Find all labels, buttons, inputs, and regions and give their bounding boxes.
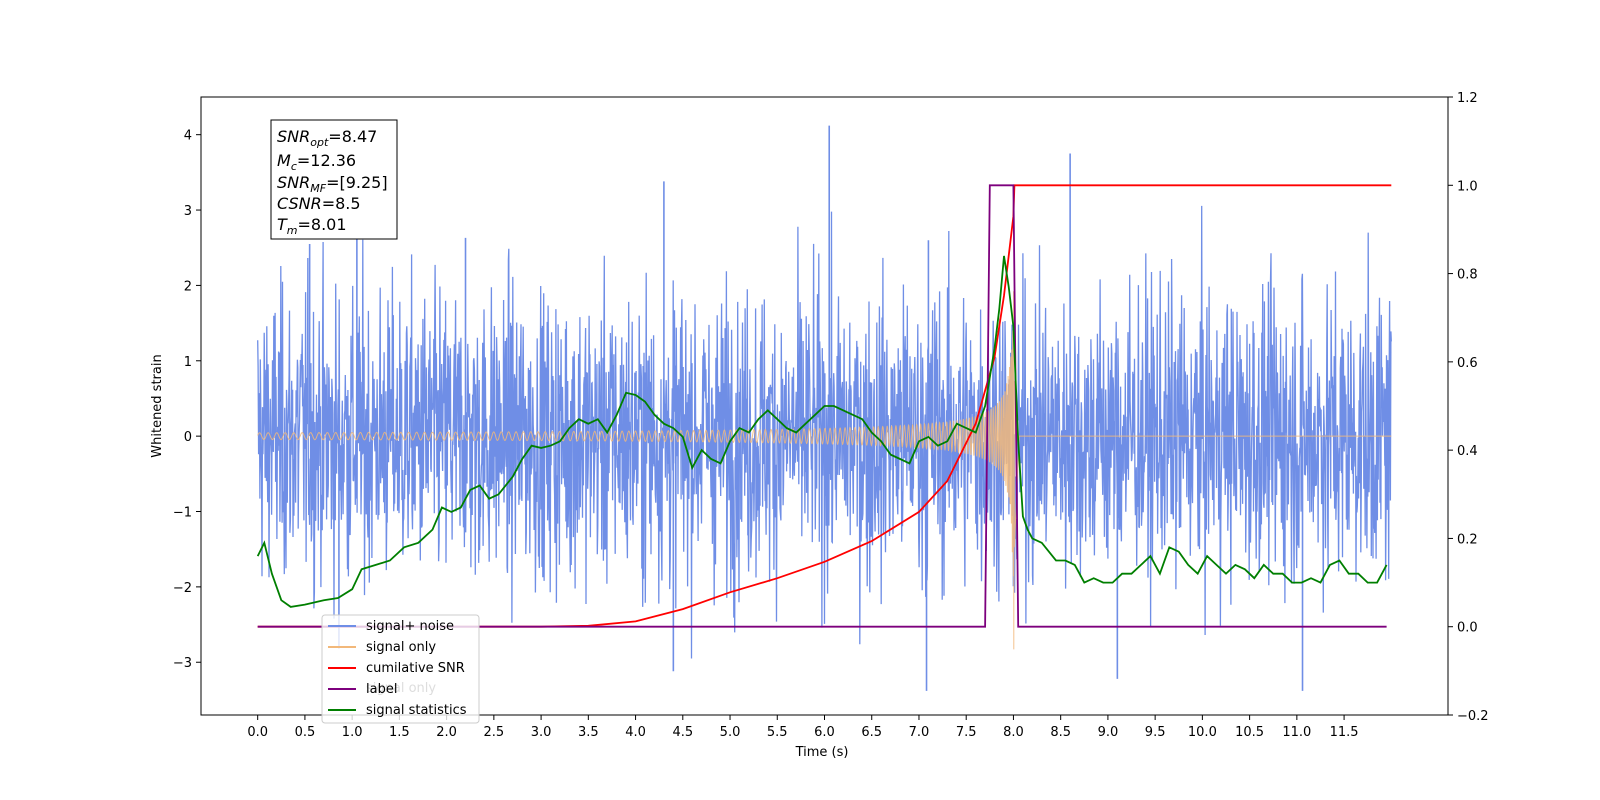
- x-tick-label: 11.0: [1282, 725, 1311, 740]
- signal-only-line: [257, 291, 1392, 650]
- x-tick-label: 5.5: [767, 725, 788, 740]
- x-tick-label: 2.5: [484, 725, 505, 740]
- y-axis-left-label: Whitened strain: [150, 354, 165, 457]
- y-right-tick-label: 0.4: [1457, 444, 1478, 459]
- signal-statistics-line: [256, 255, 1388, 608]
- series-signal-statistics: [256, 255, 1388, 608]
- x-axis-label: Time (s): [795, 745, 849, 760]
- y-right-tick-label: 0.8: [1457, 268, 1478, 283]
- x-axis-ticks: 0.0 0.5 1.0 1.5 2.0 2.5 3.0 3.5 4.0 4.5 5.0 5.5 6.0 6…: [247, 715, 1359, 740]
- cumulative-snr-line: [257, 184, 1392, 628]
- info-chirp-mass: Mc=12.36: [277, 151, 356, 173]
- y-left-tick-label: −2: [173, 581, 192, 596]
- info-box-frame: [270, 119, 398, 240]
- legend: signal only signal+ noise signal only cu…: [321, 614, 480, 724]
- y-left-tick-label: 0: [184, 430, 192, 445]
- y-axis-right-ticks: 1.2 1.0 0.8 0.6 0.4 0.2 0.0 −0.2: [1448, 91, 1489, 724]
- y-left-tick-label: −1: [173, 506, 192, 521]
- y-axis-left-ticks: 4 3 2 1 0 −1 −2 −3: [173, 129, 201, 671]
- legend-label-label: label: [366, 682, 397, 697]
- y-right-tick-label: 0.0: [1457, 621, 1478, 636]
- y-left-tick-label: 2: [184, 279, 192, 294]
- info-merger-time: Tm=8.01: [277, 215, 347, 237]
- x-tick-label: 8.0: [1003, 725, 1024, 740]
- info-snr-opt: SNRopt=8.47: [277, 127, 377, 149]
- series-cumulative-snr: [257, 184, 1392, 628]
- info-snr-mf: SNRMF=[9.25]: [277, 173, 388, 195]
- x-tick-label: 0.5: [295, 725, 316, 740]
- x-tick-label: 6.5: [861, 725, 882, 740]
- y-left-tick-label: 1: [184, 355, 192, 370]
- label-line: [257, 184, 1387, 628]
- x-tick-label: 11.5: [1330, 725, 1359, 740]
- y-left-tick-label: 3: [184, 204, 192, 219]
- x-tick-label: 10.0: [1188, 725, 1217, 740]
- y-right-tick-label: 1.2: [1457, 91, 1478, 106]
- signal-noise-line: [257, 205, 1392, 659]
- y-left-tick-label: −3: [173, 656, 192, 671]
- x-tick-label: 6.0: [814, 725, 835, 740]
- x-tick-label: 4.5: [672, 725, 693, 740]
- y-left-tick-label: 4: [184, 129, 192, 144]
- y-right-tick-label: 0.6: [1457, 356, 1478, 371]
- x-tick-label: 2.0: [436, 725, 457, 740]
- info-box: SNRopt=8.47 Mc=12.36 SNRMF=[9.25] CSNR=8…: [270, 119, 398, 240]
- info-csnr: CSNR=8.5: [277, 194, 361, 213]
- series-label: [257, 184, 1387, 628]
- x-tick-label: 0.0: [247, 725, 268, 740]
- legend-label-signal-noise: signal+ noise: [366, 619, 454, 634]
- y-right-tick-label: 1.0: [1457, 179, 1478, 194]
- x-tick-label: 7.5: [956, 725, 977, 740]
- legend-label-signal-statistics: signal statistics: [366, 703, 467, 718]
- legend-frame: [321, 614, 480, 724]
- x-tick-label: 5.0: [720, 725, 741, 740]
- y-right-tick-label: −0.2: [1457, 709, 1489, 724]
- x-tick-label: 4.0: [625, 725, 646, 740]
- y-right-tick-label: 0.2: [1457, 532, 1478, 547]
- x-tick-label: 9.0: [1098, 725, 1119, 740]
- x-tick-label: 3.0: [531, 725, 552, 740]
- legend-label-cumulative-snr: cumilative SNR: [366, 661, 465, 676]
- series-signal-noise: [257, 125, 1392, 691]
- x-tick-label: 8.5: [1050, 725, 1071, 740]
- legend-label-signal-only: signal only: [366, 640, 436, 655]
- x-tick-label: 9.5: [1145, 725, 1166, 740]
- x-tick-label: 3.5: [578, 725, 599, 740]
- x-tick-label: 1.0: [342, 725, 363, 740]
- x-tick-label: 7.0: [909, 725, 930, 740]
- series-signal-only: [257, 291, 1392, 650]
- x-tick-label: 10.5: [1235, 725, 1264, 740]
- x-tick-label: 1.5: [389, 725, 410, 740]
- legend-ghost-text: signal only: [366, 681, 436, 696]
